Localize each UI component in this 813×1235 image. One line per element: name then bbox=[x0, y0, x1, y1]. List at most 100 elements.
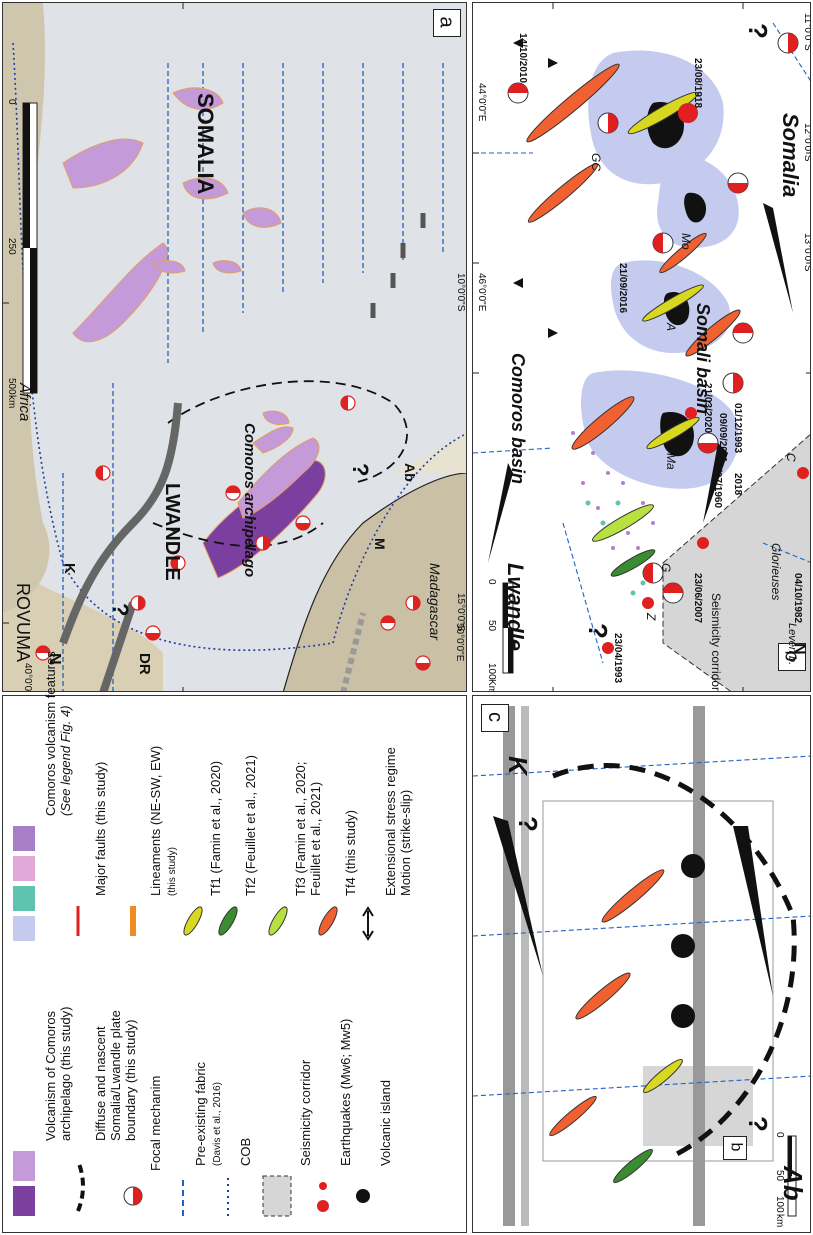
label-glorieuses: Glorieuses bbox=[769, 543, 783, 601]
date-d4: 21/03/2020 bbox=[702, 383, 713, 434]
lat-tick-11s: 11°0'0"S bbox=[802, 13, 811, 51]
legend: Volcanism of Comoros archipelago (this st… bbox=[2, 651, 467, 1233]
motion-c1 bbox=[493, 816, 543, 976]
panel-c-svg bbox=[473, 706, 810, 1226]
panel-b-map: b Somalia Somali basin Comoros basin Lwa… bbox=[472, 2, 811, 692]
label-somalia-a: SOMALIA bbox=[193, 93, 218, 195]
scale-tick-100-b: 100 bbox=[486, 663, 497, 680]
panel-b-label: b bbox=[778, 643, 806, 671]
legend-plate-boundary: Diffuse and nascent Somalia/Lwandle plate… bbox=[93, 1010, 138, 1141]
legend-stress: Extensional stress regime Motion (strike-… bbox=[383, 747, 413, 896]
label-comoros-a: Comoros archipelago bbox=[241, 423, 258, 578]
scale-bar-a bbox=[22, 102, 38, 394]
label-africa-a: Africa bbox=[16, 383, 33, 422]
label-z: Z bbox=[644, 613, 658, 621]
legend-lineaments: Lineaments (NE-SW, EW) (this study) bbox=[148, 745, 178, 896]
motion-c2 bbox=[733, 826, 773, 996]
label-lwandle-a: LWANDLE bbox=[161, 483, 183, 581]
earthquakes-b bbox=[602, 103, 809, 654]
scale-unit-b: Km bbox=[486, 679, 497, 692]
scale-tick-100-c: 100 bbox=[774, 1196, 785, 1213]
legend-volcanic-island: Volcanic island bbox=[378, 1080, 393, 1166]
legend-tf2: Tf2 (Feuillet et al., 2021) bbox=[243, 755, 258, 896]
scale-tick-0-c: 0 bbox=[774, 1132, 785, 1138]
panel-b-svg bbox=[473, 3, 810, 691]
date-d9: 23/04/1993 bbox=[612, 633, 623, 684]
lon-tick-50e: 50°0'0"E bbox=[454, 623, 465, 662]
scale-tick-0-b: 0 bbox=[486, 579, 497, 585]
scale-tick-250-a: 250 bbox=[6, 238, 17, 255]
panel-a-svg bbox=[3, 3, 466, 691]
label-g: G bbox=[659, 563, 673, 573]
label-madagascar-a: Madagascar bbox=[427, 563, 443, 641]
date-d3: 21/09/2016 bbox=[617, 263, 628, 314]
label-question-a2: ? bbox=[348, 463, 373, 477]
madagascar-land bbox=[283, 473, 466, 691]
legend-comoros-features: Comoros volcanism features (See legend Fi… bbox=[43, 651, 73, 816]
panel-c-map: c b K Ab ? ? 0 50 100 km bbox=[472, 695, 811, 1233]
band2 bbox=[521, 706, 529, 1226]
date-d2: 23/08/1918 bbox=[692, 58, 703, 109]
legend-volcanism: Volcanism of Comoros archipelago (this st… bbox=[43, 1006, 73, 1141]
kerimbas-fault bbox=[59, 402, 182, 645]
label-somalia-b: Somalia bbox=[778, 113, 803, 198]
label-ma: Ma bbox=[664, 453, 678, 470]
motion-somalia bbox=[488, 463, 513, 563]
volcanism-blobs bbox=[62, 87, 326, 579]
tf-features bbox=[526, 63, 741, 577]
scale-unit-a: km bbox=[6, 395, 17, 409]
plate-boundary-c bbox=[552, 763, 797, 1159]
label-a: A bbox=[664, 323, 678, 332]
scale-tick-0-a: 0 bbox=[6, 99, 17, 105]
seismic-dots bbox=[571, 431, 655, 550]
lon-tick-44e: 44°0'0"E bbox=[476, 83, 487, 122]
panel-c-label: c bbox=[481, 704, 509, 732]
legend-fabric: Pre-existing fabric (Davis et al., 2016) bbox=[193, 1061, 223, 1166]
date-d6: 01/12/1993 bbox=[732, 403, 743, 454]
label-lwandle-b: Lwandle bbox=[503, 563, 528, 652]
north-arrow-b: N bbox=[791, 643, 808, 655]
label-mo: Mo bbox=[679, 233, 693, 250]
date-d7: 15/07/1960 bbox=[712, 458, 723, 509]
legend-tf3: Tf3 (Famin et al., 2020; Feuillet et al.,… bbox=[293, 761, 323, 896]
label-question-b1: ? bbox=[743, 23, 773, 39]
date-d8: 2018 bbox=[732, 473, 743, 496]
cob-line bbox=[12, 42, 334, 651]
scale-unit-c: km bbox=[774, 1214, 785, 1228]
date-d10: 23/06/2007 bbox=[692, 573, 703, 624]
scale-bar-c bbox=[787, 1135, 797, 1217]
inset-rect bbox=[542, 800, 774, 1162]
scale-tick-50-b: 50 bbox=[486, 620, 497, 632]
stress-arrows-b bbox=[513, 38, 558, 338]
fabric-lines-b bbox=[473, 22, 810, 664]
label-question-b2: ? bbox=[583, 623, 613, 639]
label-corridor: Seismicity corridor bbox=[709, 593, 723, 692]
label-m-a: M bbox=[372, 538, 388, 550]
band1 bbox=[503, 706, 515, 1226]
legend-tf1: Tf1 (Famin et al., 2020) bbox=[208, 760, 223, 896]
panel-c-inset-label: b bbox=[723, 1136, 747, 1160]
date-d11: 04/10/1982 bbox=[792, 573, 803, 624]
label-question-c2: ? bbox=[743, 1116, 773, 1132]
scale-tick-500-a: 500 bbox=[6, 378, 17, 395]
label-k-c: K bbox=[503, 756, 533, 775]
label-question-c1: ? bbox=[513, 816, 543, 832]
spreading-marks bbox=[370, 213, 426, 318]
label-k-a: K bbox=[61, 563, 78, 574]
label-question-a1: ? bbox=[108, 603, 133, 617]
beachballs-a bbox=[35, 395, 431, 671]
legend-cob: COB bbox=[238, 1137, 253, 1166]
lon-tick-46e: 46°0'0"E bbox=[476, 273, 487, 312]
scale-tick-50-c: 50 bbox=[774, 1170, 785, 1182]
panel-a-map: a SOMALIA LWANDLE Comoros archipelago RO… bbox=[2, 2, 467, 692]
lon-tick-40e: 40°0'0"E bbox=[22, 663, 33, 692]
label-ab-a: Ab bbox=[402, 463, 418, 482]
label-rovuma-a: ROVUMA bbox=[13, 583, 33, 663]
lat-tick-13s: 13°0'0"S bbox=[802, 233, 811, 272]
label-c: C bbox=[784, 453, 798, 462]
label-gc: GC bbox=[589, 153, 603, 171]
lat-tick-12s: 12°0'0"S bbox=[802, 123, 811, 162]
legend-earthquakes: Earthquakes (Mw6; Mw5) bbox=[338, 1018, 353, 1166]
legend-tf4: Tf4 (this study) bbox=[343, 810, 358, 896]
motion-comoros bbox=[763, 203, 793, 313]
